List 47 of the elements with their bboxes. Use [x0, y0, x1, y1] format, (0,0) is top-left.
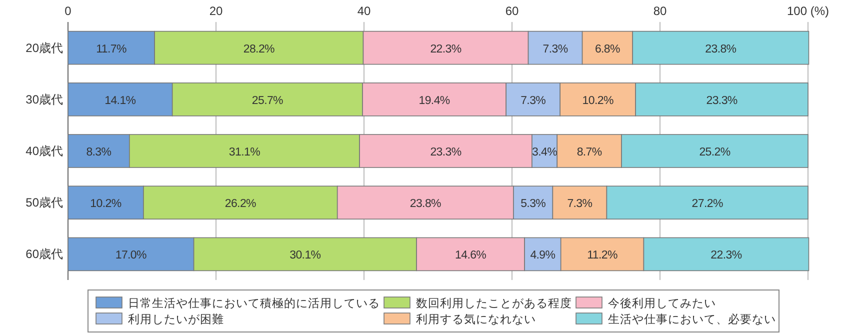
data-label: 25.7% — [252, 94, 284, 107]
legend-label: 利用する気になれない — [416, 313, 536, 326]
data-label: 11.2% — [587, 250, 618, 262]
legend-label: 今後利用してみたい — [608, 297, 716, 310]
data-label: 23.8% — [705, 43, 736, 56]
y-tick-label: 20歳代 — [26, 40, 63, 55]
data-label: 7.3% — [567, 198, 592, 210]
data-label: 8.3% — [86, 146, 112, 158]
y-tick-label: 50歳代 — [26, 196, 63, 210]
legend-label: 数回利用したことがある程度 — [416, 296, 572, 310]
data-label: 17.0% — [115, 250, 147, 262]
data-label: 22.3% — [430, 43, 462, 56]
data-label: 30.1% — [290, 250, 321, 262]
data-label: 8.7% — [576, 146, 602, 158]
data-label: 26.2% — [224, 198, 256, 210]
x-tick-label: 20 — [209, 4, 223, 18]
data-label: 7.3% — [520, 94, 546, 107]
y-tick-label: 60歳代 — [26, 247, 63, 262]
data-label: 19.4% — [418, 94, 450, 107]
y-tick-label: 40歳代 — [26, 144, 63, 158]
legend-label: 利用したいが困難 — [128, 313, 224, 326]
data-label: 7.3% — [542, 43, 568, 56]
data-label: 10.2% — [582, 94, 614, 107]
data-label: 14.6% — [455, 250, 486, 262]
data-label: 28.2% — [243, 43, 275, 56]
legend-label: 生活や仕事において、必要ない — [608, 312, 776, 326]
data-label: 14.1% — [104, 94, 136, 107]
x-tick-label: 40 — [357, 4, 371, 18]
data-label: 4.9% — [530, 250, 556, 262]
x-tick-label: 0 — [64, 4, 72, 18]
data-label: 23.8% — [410, 198, 442, 210]
data-label: 23.3% — [430, 146, 462, 158]
data-label: 23.3% — [706, 94, 738, 107]
data-label: 6.8% — [594, 43, 620, 56]
legend-label: 日常生活や仕事において積極的に活用している — [128, 297, 380, 310]
data-label: 3.4% — [532, 146, 558, 158]
y-tick-label: 30歳代 — [26, 92, 63, 106]
x-tick-label: 100 (%) — [786, 4, 830, 18]
data-label: 11.7% — [96, 43, 126, 56]
data-label: 10.2% — [90, 198, 122, 210]
x-tick-label: 60 — [505, 4, 519, 18]
data-label: 22.3% — [710, 250, 742, 262]
data-label: 5.3% — [520, 198, 546, 210]
data-label: 27.2% — [692, 198, 723, 210]
x-tick-label: 80 — [653, 4, 667, 18]
data-label: 31.1% — [228, 146, 260, 158]
data-label: 25.2% — [699, 146, 730, 158]
